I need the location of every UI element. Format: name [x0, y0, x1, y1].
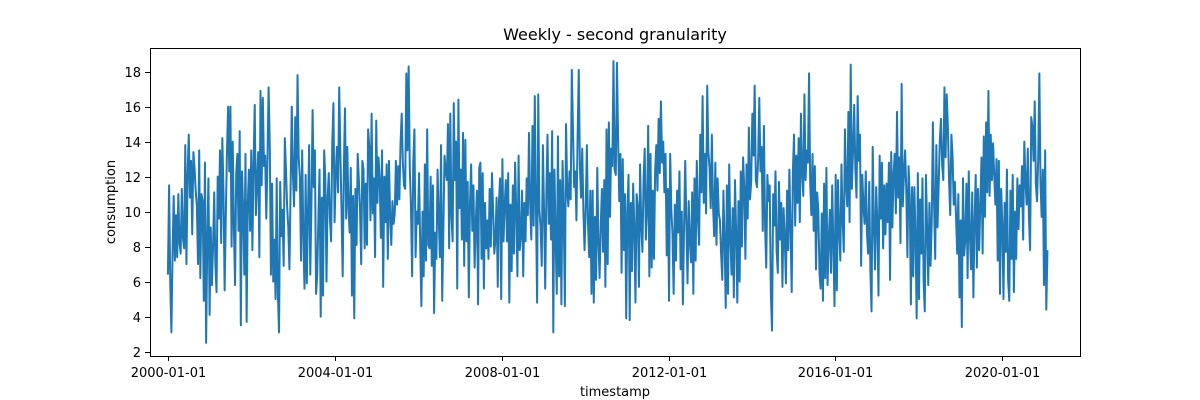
- x-tick-label: 2008-01-01: [465, 366, 541, 381]
- x-axis-label: timestamp: [580, 385, 650, 400]
- y-axis: 2 4 6 8 10 12 14 16 18: [124, 66, 150, 361]
- series-line-consumption: [166, 60, 1049, 344]
- x-axis: 2000-01-01 2004-01-01 2008-01-01 2012-01-01…: [131, 356, 1041, 381]
- y-tick-label: 2: [133, 346, 141, 361]
- y-tick-label: 14: [124, 136, 141, 151]
- x-tick-label: 2020-01-01: [965, 366, 1041, 381]
- y-tick-label: 6: [133, 276, 141, 291]
- y-tick-label: 12: [124, 171, 141, 186]
- y-tick-label: 18: [124, 66, 141, 81]
- x-tick-label: 2012-01-01: [632, 366, 708, 381]
- plot-frame: [150, 48, 1081, 357]
- y-tick-label: 16: [124, 101, 141, 116]
- y-axis-label: consumption: [104, 160, 119, 244]
- x-tick-label: 2004-01-01: [298, 366, 374, 381]
- x-tick-label: 2016-01-01: [798, 366, 874, 381]
- chart-title: Weekly - second granularity: [503, 25, 727, 44]
- y-tick-label: 4: [133, 311, 141, 326]
- x-tick-label: 2000-01-01: [131, 366, 207, 381]
- y-tick-label: 8: [133, 241, 141, 256]
- y-tick-label: 10: [124, 206, 141, 221]
